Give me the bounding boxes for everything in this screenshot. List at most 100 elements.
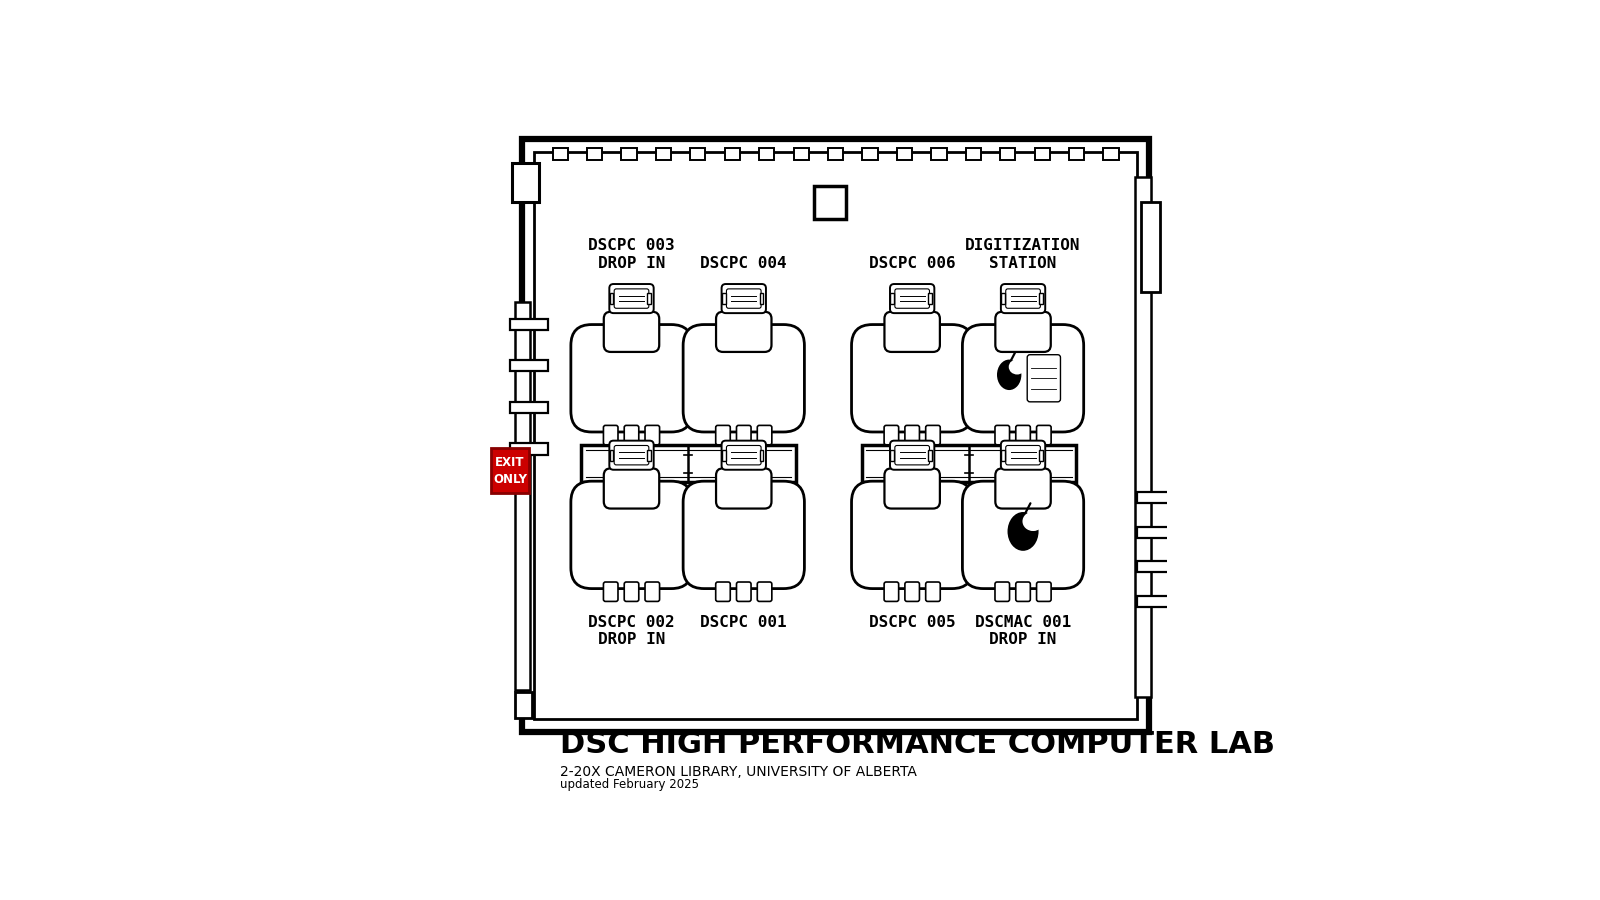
FancyBboxPatch shape [963, 325, 1083, 432]
FancyBboxPatch shape [645, 426, 659, 445]
Ellipse shape [1008, 512, 1038, 551]
FancyBboxPatch shape [736, 582, 750, 601]
FancyBboxPatch shape [610, 441, 654, 470]
Bar [515, 691, 533, 718]
FancyBboxPatch shape [757, 426, 771, 445]
Bar [515, 302, 530, 690]
FancyBboxPatch shape [624, 582, 638, 601]
Text: DSCPC 005: DSCPC 005 [869, 615, 955, 630]
FancyBboxPatch shape [614, 289, 650, 309]
Bar [931, 148, 947, 160]
FancyBboxPatch shape [571, 482, 693, 589]
FancyBboxPatch shape [926, 582, 941, 601]
Bar [1104, 148, 1118, 160]
Bar [827, 148, 843, 160]
Bar [509, 319, 547, 329]
Text: ONLY: ONLY [493, 472, 526, 486]
Text: DSC HIGH PERFORMANCE COMPUTER LAB: DSC HIGH PERFORMANCE COMPUTER LAB [560, 731, 1275, 760]
Bar [722, 293, 725, 304]
Bar [928, 293, 931, 304]
FancyBboxPatch shape [645, 582, 659, 601]
FancyBboxPatch shape [963, 482, 1083, 589]
FancyBboxPatch shape [726, 289, 762, 309]
FancyBboxPatch shape [715, 426, 730, 445]
FancyBboxPatch shape [995, 311, 1051, 352]
Bar [1069, 148, 1085, 160]
Bar [898, 148, 912, 160]
Bar [725, 148, 739, 160]
Bar [1035, 148, 1050, 160]
Bar [656, 148, 670, 160]
FancyBboxPatch shape [1027, 355, 1061, 401]
Bar [1136, 177, 1150, 697]
FancyBboxPatch shape [894, 289, 930, 309]
FancyBboxPatch shape [906, 582, 920, 601]
FancyBboxPatch shape [885, 426, 899, 445]
FancyBboxPatch shape [610, 284, 654, 313]
FancyBboxPatch shape [995, 468, 1051, 508]
Text: DIGITIZATION
STATION: DIGITIZATION STATION [965, 238, 1080, 271]
Bar [928, 450, 931, 461]
Bar [648, 293, 651, 304]
Bar [722, 450, 725, 461]
Bar [621, 148, 637, 160]
FancyBboxPatch shape [715, 582, 730, 601]
FancyBboxPatch shape [906, 426, 920, 445]
Bar [1136, 492, 1170, 503]
Bar [648, 450, 651, 461]
FancyBboxPatch shape [995, 426, 1010, 445]
Bar [522, 140, 1149, 732]
FancyBboxPatch shape [722, 441, 766, 470]
FancyBboxPatch shape [995, 582, 1010, 601]
Bar [690, 148, 706, 160]
Ellipse shape [1008, 359, 1026, 374]
Text: 2-20X CAMERON LIBRARY, UNIVERSITY OF ALBERTA: 2-20X CAMERON LIBRARY, UNIVERSITY OF ALB… [560, 765, 917, 778]
Bar [1136, 526, 1170, 537]
Text: DSCPC 001: DSCPC 001 [701, 615, 787, 630]
FancyBboxPatch shape [722, 284, 766, 313]
FancyBboxPatch shape [885, 311, 939, 352]
Bar [890, 293, 894, 304]
Text: DSCMAC 001
DROP IN: DSCMAC 001 DROP IN [974, 615, 1070, 647]
FancyBboxPatch shape [717, 311, 771, 352]
FancyBboxPatch shape [926, 426, 941, 445]
Text: EXIT: EXIT [494, 456, 525, 469]
Ellipse shape [1022, 511, 1043, 531]
FancyBboxPatch shape [890, 441, 934, 470]
Bar [1141, 202, 1160, 292]
Bar [760, 293, 763, 304]
FancyBboxPatch shape [603, 426, 618, 445]
Bar [534, 152, 1136, 719]
Bar [512, 164, 539, 202]
Bar [610, 450, 613, 461]
Bar [1000, 148, 1016, 160]
Bar [760, 450, 763, 461]
Bar [862, 148, 878, 160]
Bar [509, 360, 547, 372]
FancyBboxPatch shape [624, 426, 638, 445]
FancyBboxPatch shape [683, 325, 805, 432]
FancyBboxPatch shape [603, 311, 659, 352]
Bar [758, 148, 774, 160]
FancyBboxPatch shape [1002, 284, 1045, 313]
FancyBboxPatch shape [614, 446, 650, 465]
Bar [581, 446, 795, 482]
FancyBboxPatch shape [736, 426, 750, 445]
FancyBboxPatch shape [885, 468, 939, 508]
Bar [552, 148, 568, 160]
Text: DSCPC 006: DSCPC 006 [869, 256, 955, 271]
FancyBboxPatch shape [757, 582, 771, 601]
Text: updated February 2025: updated February 2025 [560, 778, 699, 790]
FancyBboxPatch shape [894, 446, 930, 465]
Bar [890, 450, 894, 461]
FancyBboxPatch shape [603, 468, 659, 508]
Text: DSCPC 003
DROP IN: DSCPC 003 DROP IN [589, 238, 675, 271]
Ellipse shape [997, 360, 1021, 390]
FancyBboxPatch shape [683, 482, 805, 589]
FancyBboxPatch shape [1006, 289, 1040, 309]
Bar [491, 447, 530, 492]
FancyBboxPatch shape [1016, 582, 1030, 601]
Bar [509, 444, 547, 454]
FancyBboxPatch shape [1037, 426, 1051, 445]
Bar [794, 148, 808, 160]
